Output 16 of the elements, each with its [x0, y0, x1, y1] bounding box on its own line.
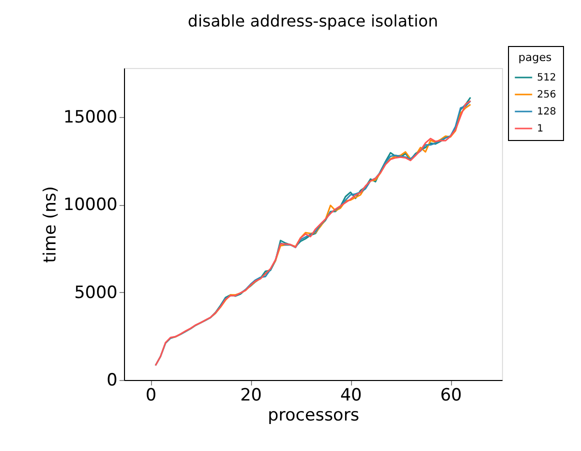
y-tick-label: 0: [106, 370, 118, 390]
y-tick-label: 15000: [63, 107, 118, 128]
x-tick-label: 20: [240, 386, 262, 406]
x-tick-label: 40: [340, 386, 362, 406]
legend-label: 256: [537, 90, 556, 100]
y-tick-label: 5000: [74, 282, 118, 303]
legend-label: 512: [537, 72, 556, 84]
x-tick-label: 60: [440, 386, 462, 406]
legend-label: 128: [537, 106, 556, 118]
legend-title: pages: [518, 51, 552, 64]
chart-title: disable address-space isolation: [188, 12, 438, 30]
y-axis-title: time (ns): [40, 186, 60, 263]
y-tick-label: 10000: [63, 195, 118, 216]
x-tick-label: 0: [146, 386, 156, 406]
legend-label: 1: [537, 124, 544, 134]
x-axis-title: processors: [268, 406, 360, 426]
